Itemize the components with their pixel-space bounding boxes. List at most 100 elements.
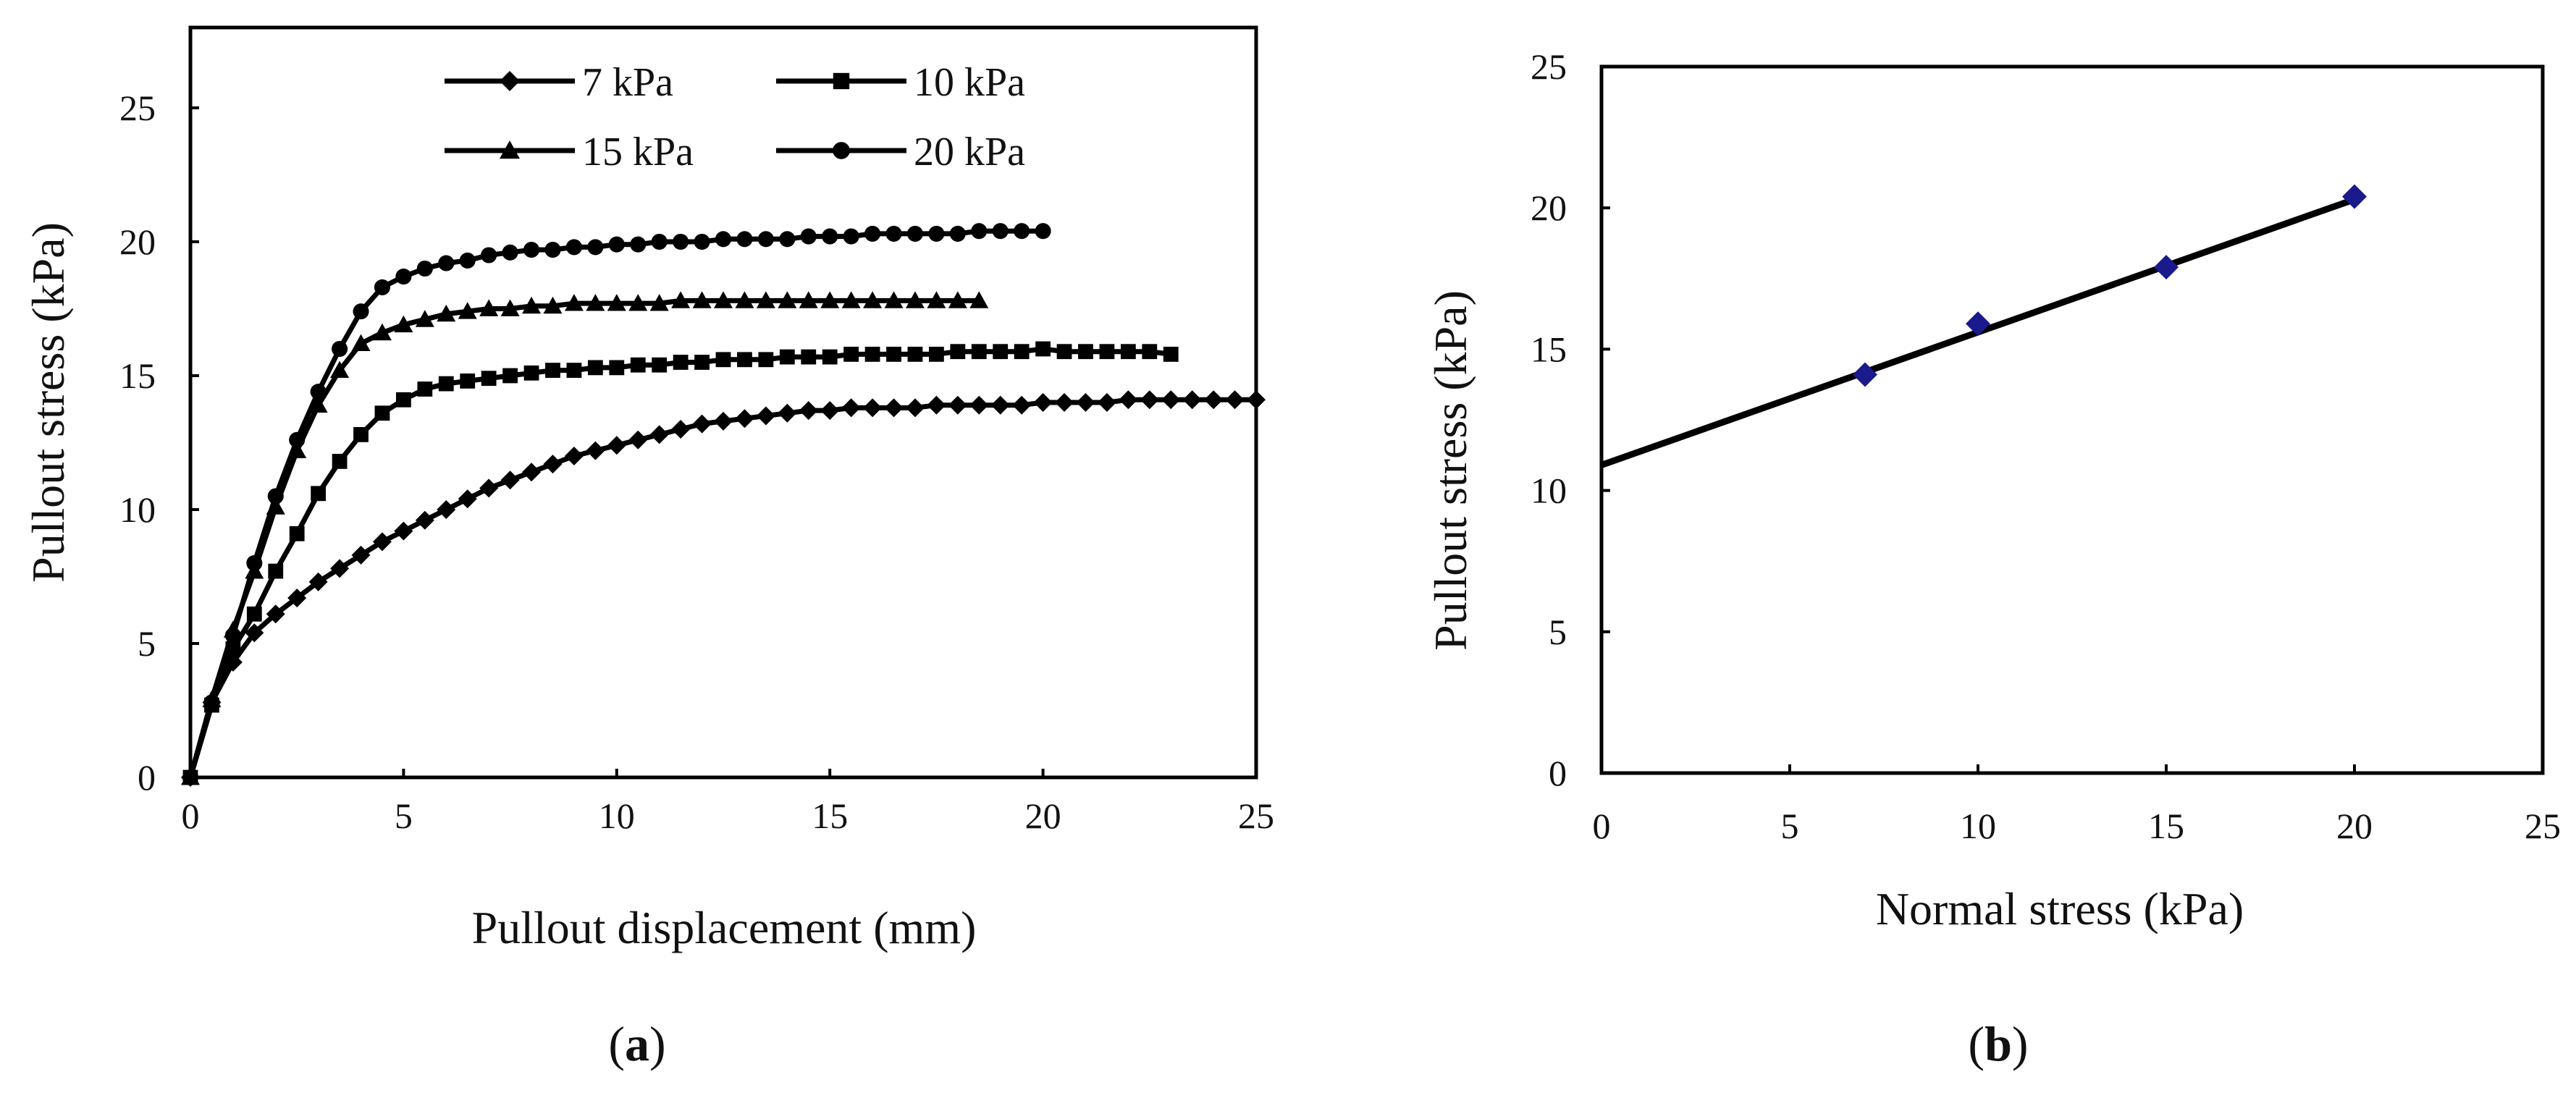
x-tick-label: 10: [1960, 806, 1996, 846]
y-tick-label: 5: [1549, 612, 1567, 652]
data-point: [737, 352, 752, 368]
data-point: [779, 349, 795, 365]
data-point: [969, 291, 989, 308]
data-point: [1161, 390, 1181, 410]
data-point: [649, 425, 669, 444]
data-point: [564, 294, 584, 311]
data-point: [1182, 390, 1202, 410]
data-point: [330, 559, 350, 578]
data-point: [820, 401, 840, 421]
data-point: [564, 447, 584, 465]
data-point: [289, 431, 306, 448]
x-tick-label: 15: [812, 796, 848, 836]
data-point: [671, 291, 691, 308]
data-point: [522, 296, 542, 314]
data-point: [948, 395, 967, 415]
data-point: [245, 623, 264, 643]
data-point: [1204, 390, 1224, 410]
data-point: [607, 294, 626, 311]
data-point: [459, 252, 476, 269]
data-point: [416, 260, 433, 277]
data-point: [417, 381, 433, 397]
data-point: [479, 299, 499, 316]
x-axis-label-a: Pullout displacement (mm): [472, 902, 977, 953]
data-point: [841, 398, 861, 418]
data-point: [395, 269, 412, 285]
data-point: [906, 225, 924, 242]
data-point: [351, 545, 371, 565]
data-point: [990, 395, 1010, 415]
data-point: [1853, 362, 1877, 387]
data-point: [715, 231, 732, 248]
data-point: [1099, 344, 1115, 360]
data-point: [1142, 344, 1158, 360]
data-point: [756, 291, 775, 308]
data-point: [182, 769, 199, 786]
data-point: [353, 303, 369, 320]
data-point: [500, 470, 520, 490]
data-point: [396, 392, 411, 408]
data-point: [522, 463, 542, 482]
data-point: [884, 291, 904, 308]
data-point: [543, 296, 563, 314]
data-point: [886, 347, 901, 362]
legend-marker: [833, 142, 850, 159]
legend-item-20-kpa: 20 kPa: [776, 130, 1025, 174]
data-point: [308, 572, 328, 591]
legend-label: 20 kPa: [914, 130, 1025, 174]
data-point: [778, 291, 797, 308]
data-point: [372, 323, 392, 341]
data-point: [415, 510, 434, 530]
y-tick-label: 0: [138, 757, 156, 798]
data-point: [822, 349, 838, 365]
data-point: [820, 291, 840, 308]
data-point: [673, 233, 689, 250]
data-point: [1014, 344, 1030, 360]
data-point: [332, 454, 348, 469]
data-point: [458, 302, 477, 319]
y-axis-label-b: Pullout stress (kPa): [1425, 290, 1476, 651]
data-point: [2154, 255, 2179, 280]
data-point: [2342, 184, 2367, 209]
data-point: [950, 344, 966, 360]
legend-item-15-kpa: 15 kPa: [445, 130, 694, 174]
data-point: [694, 355, 710, 370]
data-point: [969, 395, 989, 415]
data-point: [1076, 393, 1095, 412]
data-point: [500, 299, 520, 316]
y-tick-label: 10: [1531, 470, 1567, 511]
panel-label-b: (b): [1968, 1016, 2028, 1071]
data-point: [715, 352, 731, 368]
data-point: [353, 427, 369, 442]
data-point: [1078, 344, 1093, 360]
data-point: [1120, 344, 1136, 360]
data-point: [778, 403, 797, 423]
data-point: [864, 225, 881, 242]
data-point: [735, 409, 754, 429]
data-point: [692, 414, 712, 434]
data-point: [394, 315, 413, 333]
data-point: [971, 344, 987, 360]
x-tick-label: 20: [2336, 806, 2373, 846]
data-point: [544, 242, 561, 258]
data-point: [1033, 393, 1053, 412]
data-point: [372, 532, 392, 552]
data-point: [543, 455, 563, 474]
data-point: [289, 526, 305, 541]
data-point: [992, 223, 1009, 240]
data-point: [736, 231, 753, 248]
data-point: [1055, 393, 1074, 412]
data-point: [394, 521, 413, 541]
data-point: [437, 304, 456, 322]
data-point: [268, 563, 284, 579]
data-point: [287, 588, 307, 608]
series-line-15-kpa: [188, 297, 980, 778]
series-7-kpa: [181, 390, 1266, 787]
data-point: [587, 360, 603, 376]
y-axis-label-a: Pullout stress (kPa): [22, 222, 74, 583]
data-point: [266, 604, 285, 624]
data-point: [438, 376, 454, 392]
data-point: [630, 236, 647, 253]
data-point: [993, 344, 1009, 360]
data-point: [330, 360, 350, 378]
